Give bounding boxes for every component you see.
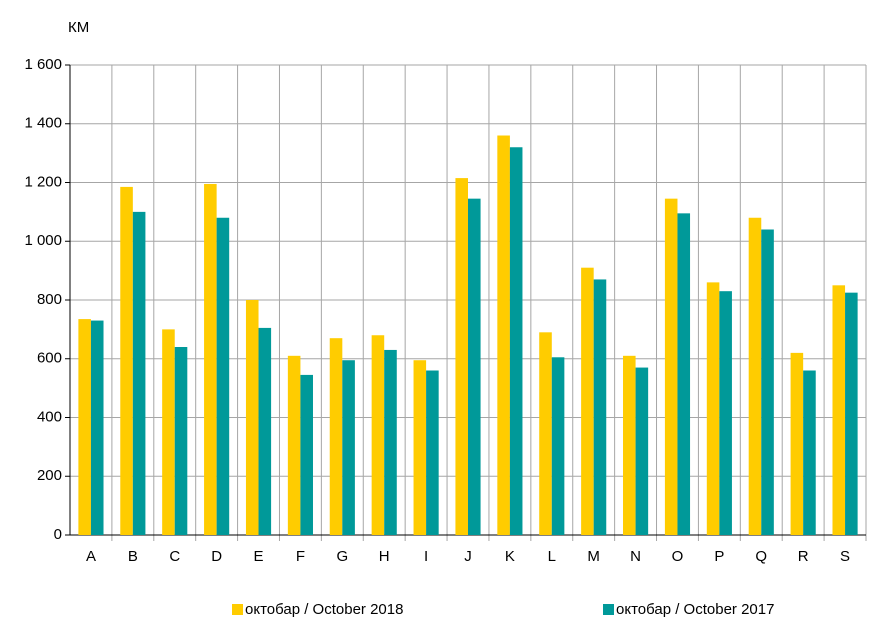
x-tick-label: L	[548, 548, 556, 565]
bar	[790, 352, 804, 535]
bar	[174, 347, 188, 535]
bar	[413, 360, 427, 535]
bar	[216, 217, 230, 535]
y-tick-label: 1 200	[24, 173, 62, 190]
bar	[384, 349, 397, 535]
bar	[664, 198, 678, 535]
x-tick-label: A	[86, 548, 96, 565]
bar	[803, 370, 816, 535]
y-tick-label: 1 000	[24, 232, 62, 249]
bar	[593, 279, 607, 535]
x-tick-label: H	[379, 548, 390, 565]
bar	[455, 178, 468, 535]
bar	[832, 285, 846, 535]
legend-label: октобар / October 2018	[245, 601, 403, 618]
bar	[635, 367, 649, 535]
x-tick-label: P	[714, 548, 724, 565]
bar	[329, 338, 343, 535]
y-tick-label: 1 400	[24, 115, 62, 132]
bar	[845, 292, 858, 535]
legend-swatch	[603, 604, 614, 615]
bar	[90, 320, 104, 535]
x-tick-label: B	[128, 548, 138, 565]
bar	[204, 183, 217, 535]
bar	[245, 300, 259, 535]
bar	[468, 198, 481, 535]
bar	[132, 211, 146, 535]
bar	[623, 355, 636, 535]
bar	[719, 291, 732, 535]
y-tick-label: 0	[54, 526, 62, 543]
x-tick-label: F	[296, 548, 305, 565]
bar	[551, 357, 565, 535]
x-tick-label: N	[630, 548, 641, 565]
x-tick-label: D	[211, 548, 222, 565]
y-tick-label: 1 600	[24, 56, 62, 73]
legend-swatch	[232, 604, 243, 615]
bar	[581, 267, 594, 535]
bar	[748, 217, 762, 535]
bar	[342, 360, 355, 535]
bar	[677, 213, 691, 535]
x-tick-label: G	[336, 548, 348, 565]
legend-label: октобар / October 2017	[616, 601, 774, 618]
bar	[162, 329, 175, 535]
bar	[120, 186, 133, 535]
x-tick-label: I	[424, 548, 428, 565]
y-tick-label: 800	[37, 291, 62, 308]
x-tick-label: J	[464, 548, 472, 565]
bar	[78, 319, 91, 535]
x-tick-label: Q	[755, 548, 767, 565]
bar	[300, 374, 313, 535]
x-tick-label: E	[254, 548, 264, 565]
bar	[426, 370, 439, 535]
bar	[509, 147, 523, 535]
bar	[497, 135, 510, 535]
x-tick-label: O	[672, 548, 684, 565]
x-tick-label: K	[505, 548, 515, 565]
y-axis-label: КМ	[68, 19, 89, 36]
bar	[539, 332, 552, 535]
bar	[258, 327, 272, 535]
y-tick-label: 600	[37, 350, 62, 367]
bar	[287, 355, 301, 535]
bar	[706, 282, 720, 535]
bar	[761, 229, 774, 535]
y-tick-label: 400	[37, 408, 62, 425]
x-tick-label: R	[798, 548, 809, 565]
bar	[371, 335, 385, 535]
x-tick-label: C	[169, 548, 180, 565]
x-tick-label: M	[587, 548, 600, 565]
x-tick-label: S	[840, 548, 850, 565]
y-tick-label: 200	[37, 467, 62, 484]
